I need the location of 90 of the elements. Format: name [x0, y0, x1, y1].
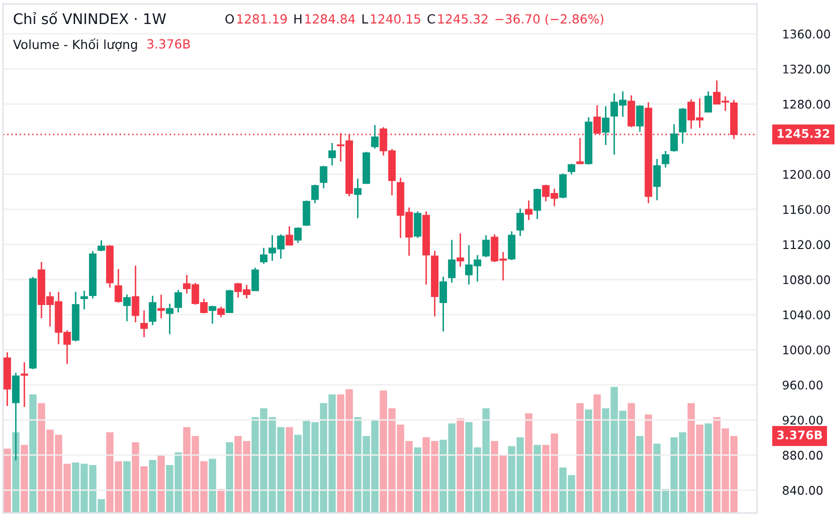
bar	[4, 448, 11, 513]
candlestick	[132, 265, 140, 323]
y-tick-label: 1040.00	[783, 310, 830, 320]
bar	[594, 394, 601, 513]
y-tick-label: 1120.00	[783, 240, 830, 250]
bar	[414, 447, 422, 513]
candlestick	[440, 276, 448, 332]
candlestick	[157, 294, 165, 320]
bar	[525, 413, 532, 513]
candlestick	[678, 107, 686, 144]
y-tick-label: 880.00	[782, 450, 823, 460]
y-tick-label: 1360.00	[783, 30, 830, 38]
annotation: 1284.84	[305, 14, 355, 24]
y-tick-label: 840.00	[782, 486, 823, 495]
ref-line-label: 1245.32	[778, 128, 830, 138]
y-tick-label: 1000.00	[783, 345, 830, 354]
candlestick	[328, 142, 336, 166]
candlestick	[508, 230, 516, 261]
candlestick	[140, 310, 148, 338]
candlestick	[294, 226, 302, 244]
annotation: 1245.32	[438, 14, 488, 24]
annotation: 1281.19	[237, 14, 287, 24]
annotation: 1240.15	[370, 14, 420, 24]
y-tick-label: 920.00	[782, 416, 823, 425]
candlestick	[260, 247, 268, 264]
candlestick	[670, 123, 678, 152]
annotation: H	[294, 14, 302, 24]
y-tick-label: 960.00	[782, 380, 823, 390]
candlestick	[662, 150, 670, 168]
bar	[226, 442, 234, 513]
candlestick	[602, 106, 610, 146]
bar	[644, 414, 652, 513]
annotation: C	[428, 14, 435, 24]
candlestick	[251, 267, 259, 292]
candlestick	[576, 137, 584, 165]
y-tick-label: 1200.00	[783, 170, 830, 179]
candlestick	[166, 303, 174, 335]
candlestick	[286, 226, 294, 246]
annotation: L	[362, 14, 368, 24]
candlestick	[456, 232, 464, 268]
candlestick	[653, 158, 661, 201]
bar	[704, 423, 712, 513]
y-tick-label: 1320.00	[783, 64, 830, 74]
candlestick	[448, 239, 456, 284]
bar	[576, 403, 584, 513]
bar	[628, 403, 635, 513]
candlestick	[559, 172, 567, 199]
chart-title: Chỉ số VNINDEX · 1W	[14, 12, 166, 24]
candlestick	[98, 240, 106, 252]
bar	[534, 444, 541, 513]
annotation: O	[225, 14, 234, 24]
bar	[29, 394, 37, 513]
candlestick	[80, 290, 88, 310]
candlestick	[123, 294, 131, 322]
candlestick	[524, 200, 533, 221]
y-tick-label: 1280.00	[783, 100, 830, 109]
candlestick	[534, 188, 542, 220]
candlestick	[174, 289, 182, 314]
bar	[286, 427, 294, 513]
candlestick	[302, 200, 310, 227]
text: 3.376B	[777, 430, 822, 440]
candlestick	[20, 362, 28, 408]
bar	[123, 461, 131, 513]
candlestick	[636, 104, 644, 132]
candlestick	[320, 165, 328, 189]
bar	[456, 418, 464, 513]
candlestick	[226, 289, 234, 314]
candlestick	[482, 234, 490, 258]
y-tick-label: 1160.00	[783, 205, 830, 214]
bar	[584, 409, 592, 513]
candlestick	[208, 305, 216, 324]
annotation: 3.376B	[147, 39, 190, 49]
annotation: −36.70 (−2.86%)	[496, 14, 604, 26]
candlestick	[217, 306, 225, 318]
bar	[148, 460, 156, 513]
bar	[20, 444, 28, 513]
bar	[636, 436, 644, 513]
bar	[208, 458, 216, 513]
candlestick	[354, 178, 362, 219]
candlestick	[371, 124, 379, 150]
candlestick	[414, 210, 422, 239]
bar	[158, 454, 165, 513]
candlestick	[516, 208, 524, 237]
chart-subtitle: Volume - Khối lượng	[13, 38, 137, 52]
candlestick	[704, 90, 712, 113]
y-tick-label: 1080.00	[783, 275, 830, 284]
candlestick	[148, 295, 156, 326]
candlestick	[114, 268, 122, 304]
bar	[12, 432, 20, 513]
candlestick	[311, 184, 319, 204]
